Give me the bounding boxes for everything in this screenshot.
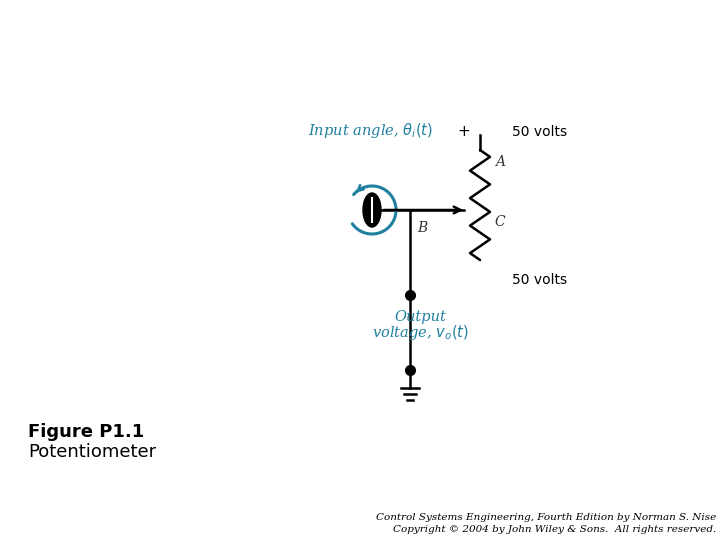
Ellipse shape (363, 193, 381, 227)
Text: +: + (458, 125, 470, 139)
Text: Input angle, $\mathit{\theta}_i(t)$: Input angle, $\mathit{\theta}_i(t)$ (307, 120, 433, 139)
Text: Potentiometer: Potentiometer (28, 443, 156, 461)
Text: 50 volts: 50 volts (513, 125, 567, 139)
Text: 50 volts: 50 volts (513, 273, 567, 287)
Text: Copyright © 2004 by John Wiley & Sons.  All rights reserved.: Copyright © 2004 by John Wiley & Sons. A… (392, 524, 716, 534)
Text: Output: Output (394, 310, 446, 324)
Text: Control Systems Engineering, Fourth Edition by Norman S. Nise: Control Systems Engineering, Fourth Edit… (376, 514, 716, 523)
Text: C: C (495, 215, 505, 229)
Text: B: B (417, 221, 427, 235)
Text: Figure P1.1: Figure P1.1 (28, 423, 144, 441)
Text: voltage, $\mathit{v}_o(t)$: voltage, $\mathit{v}_o(t)$ (372, 323, 469, 342)
Text: A: A (495, 155, 505, 169)
